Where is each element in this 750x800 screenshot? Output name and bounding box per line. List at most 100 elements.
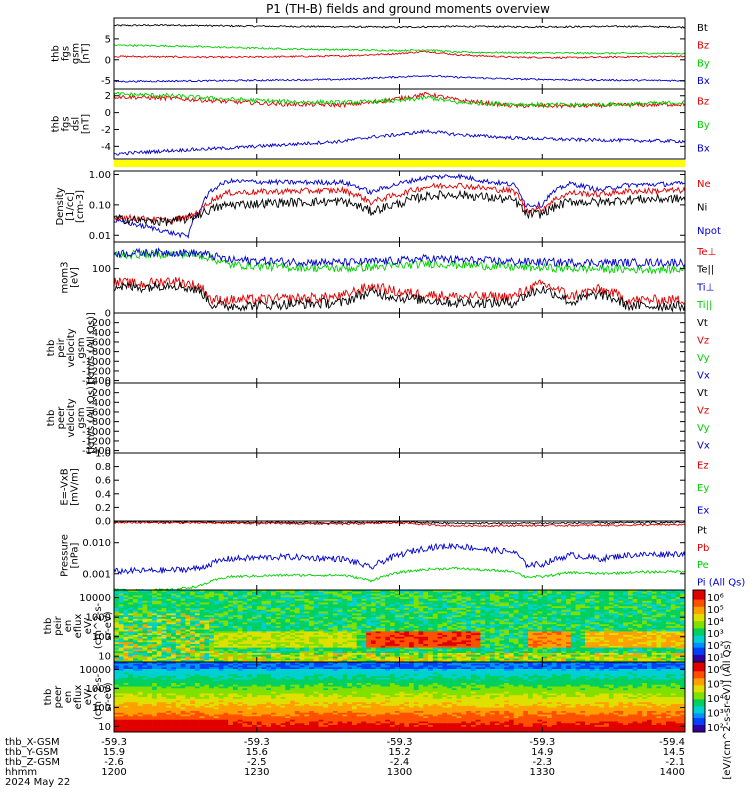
heatmap-cell: [599, 595, 605, 598]
heatmap-cell: [618, 593, 624, 596]
heatmap-cell: [661, 631, 667, 634]
heatmap-cell: [670, 595, 676, 598]
heatmap-cell: [142, 595, 148, 598]
heatmap-cell: [566, 645, 572, 648]
heatmap-cell: [637, 604, 643, 607]
heatmap-cell: [637, 609, 643, 612]
heatmap-cell: [313, 624, 319, 627]
heatmap-cell: [613, 644, 619, 647]
heatmap-cell: [613, 622, 619, 625]
heatmap-cell: [399, 633, 405, 636]
heatmap-cell: [504, 656, 510, 659]
heatmap-cell: [561, 591, 567, 594]
heatmap-cell: [332, 654, 338, 657]
heatmap-cell: [537, 644, 543, 647]
heatmap-cell: [232, 629, 239, 632]
heatmap-cell: [399, 609, 405, 612]
heatmap-cell: [313, 660, 319, 663]
heatmap-cell: [123, 609, 129, 612]
heatmap-cell: [275, 604, 281, 607]
heatmap-cell: [389, 640, 396, 643]
heatmap-cell: [294, 593, 300, 596]
heatmap-cell: [623, 649, 629, 652]
heatmap-cell: [147, 647, 153, 650]
heatmap-cell: [323, 649, 329, 652]
heatmap-cell: [237, 635, 243, 638]
heatmap-cell: [266, 590, 272, 593]
heatmap-cell: [613, 590, 619, 593]
heatmap-cell: [209, 635, 215, 638]
heatmap-cell: [480, 606, 486, 609]
heatmap-cell: [199, 611, 205, 614]
heatmap-cell: [499, 591, 505, 594]
heatmap-cell: [585, 606, 591, 609]
heatmap-cell: [152, 593, 158, 596]
heatmap-cell: [375, 593, 381, 596]
heatmap-cell: [337, 640, 343, 643]
heatmap-cell: [137, 626, 143, 629]
heatmap-cell: [247, 600, 253, 603]
heatmap-cell: [575, 627, 581, 630]
heatmap-cell: [513, 599, 519, 602]
heatmap-cell: [194, 640, 200, 643]
heatmap-cell: [256, 602, 262, 605]
heatmap-cell: [480, 658, 486, 661]
heatmap-cell: [290, 638, 296, 641]
heatmap-cell: [551, 627, 557, 630]
heatmap-cell: [280, 645, 286, 648]
heatmap-cell: [508, 604, 514, 607]
heatmap-cell: [275, 658, 281, 661]
heatmap-cell: [537, 647, 543, 650]
heatmap-cell: [470, 647, 476, 650]
heatmap-cell: [194, 593, 200, 596]
heatmap-cell: [604, 604, 610, 607]
heatmap-cell: [199, 642, 205, 645]
heatmap-cell: [209, 647, 215, 650]
heatmap-cell: [413, 660, 419, 663]
heatmap-cell: [428, 615, 434, 618]
heatmap-cell: [385, 622, 391, 625]
heatmap-cell: [366, 593, 372, 596]
heatmap-cell: [299, 604, 305, 607]
heatmap-cell: [456, 608, 462, 611]
heatmap-cell: [547, 626, 553, 629]
heatmap-cell: [556, 595, 562, 598]
heatmap-cell: [366, 602, 372, 605]
heatmap-cell: [508, 653, 514, 656]
heatmap-cell: [328, 602, 334, 605]
heatmap-cell: [185, 609, 191, 612]
heatmap-cell: [432, 600, 438, 603]
heatmap-cell: [594, 620, 600, 623]
heatmap-cell: [665, 658, 672, 661]
heatmap-cell: [599, 604, 605, 607]
heatmap-cell: [275, 617, 281, 620]
heatmap-cell: [171, 611, 177, 614]
heatmap-cell: [299, 590, 305, 593]
heatmap-cell: [175, 647, 181, 650]
ytick-label: 0: [105, 379, 111, 390]
heatmap-cell: [556, 658, 562, 661]
heatmap-cell: [585, 651, 591, 654]
heatmap-cell: [456, 599, 462, 602]
heatmap-cell: [418, 618, 424, 621]
heatmap-cell: [504, 626, 510, 629]
heatmap-cell: [337, 606, 343, 609]
heatmap-cell: [518, 627, 524, 630]
heatmap-cell: [542, 649, 548, 652]
heatmap-cell: [589, 624, 595, 627]
heatmap-cell: [304, 627, 310, 630]
heatmap-cell: [228, 590, 234, 593]
heatmap-cell: [418, 591, 424, 594]
heatmap-cell: [413, 624, 419, 627]
heatmap-cell: [451, 595, 457, 598]
heatmap-cell: [294, 626, 300, 629]
heatmap-cell: [152, 631, 158, 634]
heatmap-cell: [185, 644, 191, 647]
heatmap-cell: [632, 647, 638, 650]
heatmap-cell: [527, 599, 534, 602]
heatmap-cell: [604, 627, 610, 630]
heatmap-cell: [366, 620, 372, 623]
heatmap-cell: [489, 609, 495, 612]
heatmap-cell: [152, 654, 158, 657]
heatmap-cell: [513, 635, 519, 638]
